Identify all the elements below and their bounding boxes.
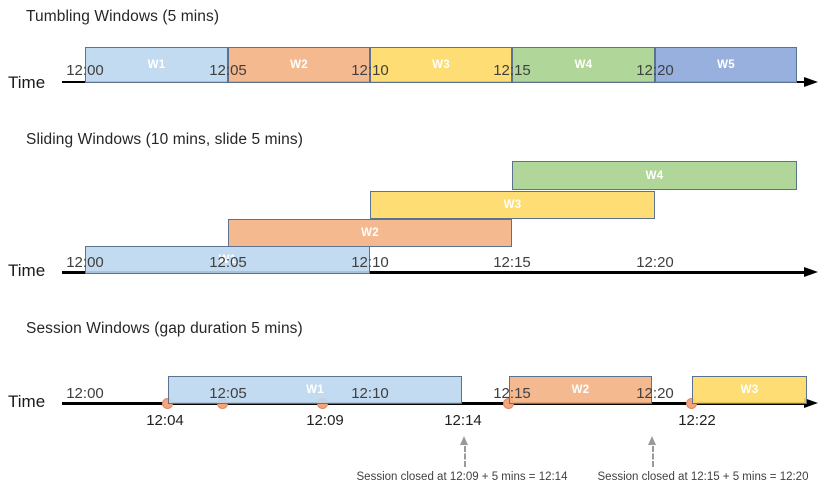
tick-12-20: 12:20	[636, 385, 674, 402]
tick-12-20: 12:20	[636, 254, 674, 271]
window-label: W3	[432, 59, 450, 71]
tick-12-00: 12:00	[66, 385, 104, 402]
tick-12-00: 12:00	[66, 254, 104, 271]
arrow-up-dashes	[652, 446, 654, 467]
window-label: W1	[147, 59, 166, 71]
event-time-label: 12:22	[678, 412, 716, 429]
session-window-w2: W2	[509, 376, 652, 404]
tick-12-15: 12:15	[493, 385, 531, 402]
time-axis-label: Time	[8, 73, 46, 92]
window-label: W5	[717, 59, 735, 71]
session-closed-annotation-1: Session closed at 12:09 + 5 mins = 12:14	[356, 471, 568, 483]
event-time-label: 12:14	[444, 412, 482, 429]
arrow-up-dashes	[464, 446, 466, 467]
event-time-label: 12:04	[146, 412, 184, 429]
section-title-session: Session Windows (gap duration 5 mins)	[26, 320, 303, 337]
arrow-right-icon	[804, 77, 818, 87]
tick-12-00: 12:00	[66, 62, 104, 79]
tick-12-05: 12:05	[209, 254, 247, 271]
session-window-w1: W1	[168, 376, 462, 404]
tumbling-window-w3: W3	[370, 47, 512, 83]
event-time-label: 12:09	[306, 412, 344, 429]
window-label: W4	[645, 169, 664, 182]
tick-12-20: 12:20	[636, 62, 674, 79]
session-closed-annotation-2: Session closed at 12:15 + 5 mins = 12:20	[597, 471, 809, 483]
window-label: W1	[306, 384, 324, 396]
sliding-window-w2: W2	[228, 219, 512, 247]
arrow-right-icon	[804, 398, 818, 408]
tumbling-window-w5: W5	[655, 47, 797, 83]
arrow-up-icon	[460, 436, 468, 445]
time-axis-label: Time	[8, 392, 46, 411]
window-label: W3	[740, 384, 759, 396]
tick-12-05: 12:05	[209, 62, 247, 79]
tick-12-10: 12:10	[351, 62, 389, 79]
window-label: W2	[361, 227, 379, 239]
arrow-right-icon	[804, 267, 818, 277]
sliding-window-w3: W3	[370, 191, 655, 219]
session-window-w3: W3	[692, 376, 807, 404]
window-label: W3	[503, 199, 522, 211]
tumbling-window-w1: W1	[85, 47, 228, 83]
sliding-window-w1: W1	[85, 246, 370, 274]
time-axis	[62, 271, 806, 274]
tick-12-05: 12:05	[209, 385, 247, 402]
window-label: W1	[218, 254, 237, 266]
tumbling-window-w2: W2	[228, 47, 370, 83]
tick-12-15: 12:15	[493, 254, 531, 271]
tick-12-10: 12:10	[351, 254, 389, 271]
section-title-tumbling: Tumbling Windows (5 mins)	[26, 8, 220, 25]
sliding-window-w4: W4	[512, 161, 797, 190]
tick-12-10: 12:10	[351, 385, 389, 402]
time-axis-label: Time	[8, 261, 46, 280]
arrow-up-icon	[648, 436, 656, 445]
window-label: W4	[574, 59, 593, 71]
window-label: W2	[290, 59, 308, 71]
tick-12-15: 12:15	[493, 62, 531, 79]
section-title-sliding: Sliding Windows (10 mins, slide 5 mins)	[26, 131, 303, 148]
window-label: W2	[571, 384, 590, 396]
tumbling-window-w4: W4	[512, 47, 655, 83]
